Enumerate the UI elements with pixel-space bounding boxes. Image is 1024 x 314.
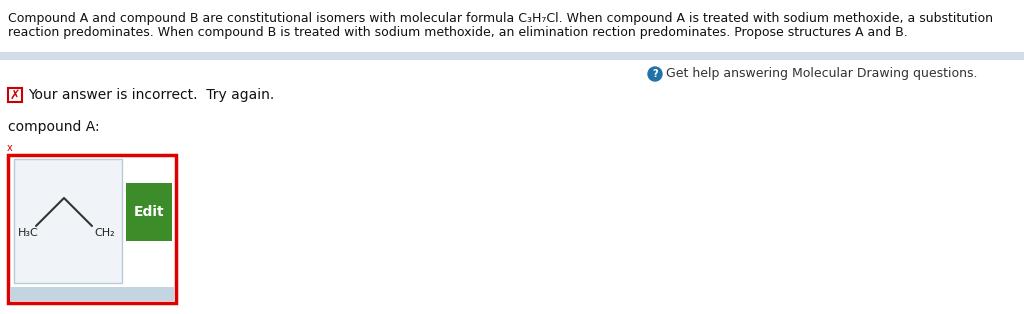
Text: H₃C: H₃C xyxy=(18,228,39,238)
Bar xyxy=(10,287,174,301)
Bar xyxy=(8,155,176,303)
Text: Your answer is incorrect.  Try again.: Your answer is incorrect. Try again. xyxy=(28,88,274,102)
Text: CH₂: CH₂ xyxy=(94,228,115,238)
Circle shape xyxy=(648,67,662,81)
Text: Edit: Edit xyxy=(134,205,164,219)
Bar xyxy=(14,159,122,283)
Text: compound A:: compound A: xyxy=(8,120,99,134)
Bar xyxy=(126,183,172,241)
Text: ✗: ✗ xyxy=(10,89,20,101)
Bar xyxy=(0,52,1024,60)
Bar xyxy=(8,88,22,102)
Text: ?: ? xyxy=(652,69,657,79)
Text: x: x xyxy=(7,143,12,153)
Text: reaction predominates. When compound B is treated with sodium methoxide, an elim: reaction predominates. When compound B i… xyxy=(8,26,907,39)
Text: Compound A and compound B are constitutional isomers with molecular formula C₃H₇: Compound A and compound B are constituti… xyxy=(8,12,993,25)
Text: Get help answering Molecular Drawing questions.: Get help answering Molecular Drawing que… xyxy=(666,68,978,80)
